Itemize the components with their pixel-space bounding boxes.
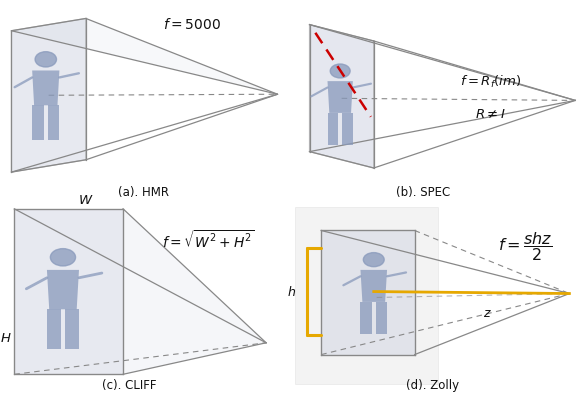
Circle shape xyxy=(50,249,75,266)
Text: $f = \sqrt{W^2 + H^2}$: $f = \sqrt{W^2 + H^2}$ xyxy=(162,229,255,251)
Text: $f = 5000$: $f = 5000$ xyxy=(162,17,221,32)
Text: $W$: $W$ xyxy=(78,195,93,207)
Polygon shape xyxy=(376,302,387,334)
Text: $H$: $H$ xyxy=(0,333,12,345)
Polygon shape xyxy=(328,113,338,145)
Text: $f = R_f(im)$: $f = R_f(im)$ xyxy=(460,74,522,90)
Text: $h$: $h$ xyxy=(287,284,297,299)
Polygon shape xyxy=(47,270,79,309)
Polygon shape xyxy=(12,19,86,172)
Text: $R \neq I$: $R \neq I$ xyxy=(475,108,506,121)
Text: $z$: $z$ xyxy=(483,307,492,320)
Circle shape xyxy=(363,253,384,267)
Polygon shape xyxy=(32,71,60,105)
Polygon shape xyxy=(360,270,387,302)
Polygon shape xyxy=(295,207,438,384)
Polygon shape xyxy=(14,209,123,374)
Circle shape xyxy=(330,64,350,78)
Polygon shape xyxy=(310,24,374,168)
Text: (d). Zolly: (d). Zolly xyxy=(406,379,458,392)
Polygon shape xyxy=(65,309,79,349)
Polygon shape xyxy=(32,105,44,140)
Text: (c). CLIFF: (c). CLIFF xyxy=(102,379,156,392)
Text: (b). SPEC: (b). SPEC xyxy=(397,186,450,199)
Polygon shape xyxy=(48,105,60,140)
Text: $f = \dfrac{shz}{2}$: $f = \dfrac{shz}{2}$ xyxy=(498,230,553,263)
Text: (a). HMR: (a). HMR xyxy=(117,186,169,199)
Polygon shape xyxy=(328,81,353,113)
Polygon shape xyxy=(360,302,372,334)
Polygon shape xyxy=(123,209,266,374)
Circle shape xyxy=(35,52,57,67)
Polygon shape xyxy=(321,230,415,355)
Polygon shape xyxy=(12,19,277,94)
Polygon shape xyxy=(342,113,353,145)
Polygon shape xyxy=(47,309,61,349)
